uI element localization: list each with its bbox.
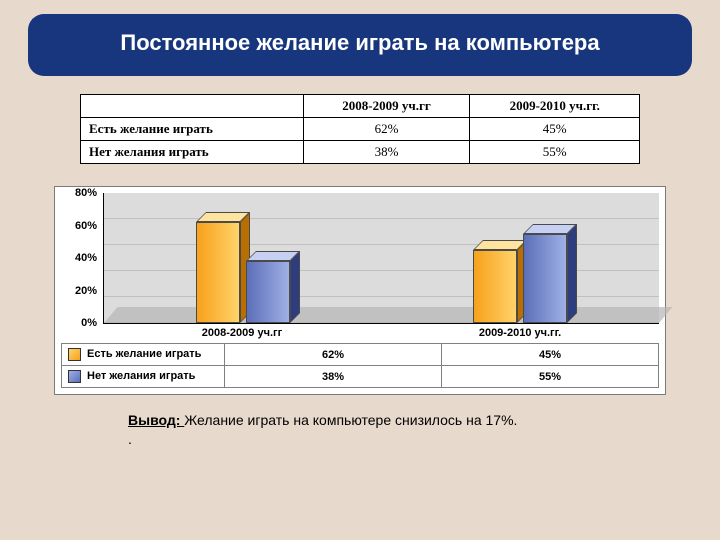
chart-plot: 0%20%40%60%80% 2008-2009 уч.гг 2009-2010…	[61, 193, 659, 339]
table-header-y2: 2009-2010 уч.гг.	[470, 95, 640, 118]
summary-table: 2008-2009 уч.гг 2009-2010 уч.гг. Есть же…	[80, 94, 640, 164]
y-axis-labels: 0%20%40%60%80%	[61, 193, 101, 323]
bar-group	[104, 193, 382, 323]
table-cell: 62%	[303, 118, 470, 141]
chart-dt-cell: 55%	[442, 366, 659, 388]
chart-data-table: Есть желание играть 62% 45% Нет желания …	[61, 343, 659, 388]
title-banner: Постоянное желание играть на компьютера	[28, 14, 692, 76]
chart-container: 0% 20% 40% 60% 80% 2008-2009 уч.гг 2009-2010…	[54, 186, 666, 395]
y-tick-label: 0%	[81, 317, 97, 329]
y-tick-label: 40%	[75, 252, 97, 264]
chart-dt-row: Есть желание играть 62% 45%	[62, 344, 659, 366]
table-rowhdr: Есть желание играть	[81, 118, 304, 141]
slide: Постоянное желание играть на компьютера …	[0, 0, 720, 540]
x-axis-label: 2009-2010 уч.гг.	[381, 324, 659, 339]
table-cell: 55%	[470, 141, 640, 164]
conclusion: Вывод: Желание играть на компьютере сниз…	[128, 411, 588, 447]
bar-groups	[104, 193, 659, 323]
bar	[523, 234, 567, 323]
bar	[246, 261, 290, 323]
table-row: Есть желание играть 62% 45%	[81, 118, 640, 141]
chart-dt-legend-cell: Нет желания играть	[62, 366, 225, 388]
table-cell: 45%	[470, 118, 640, 141]
legend-label: Есть желание играть	[87, 348, 201, 361]
table-rowhdr: Нет желания играть	[81, 141, 304, 164]
chart-dt-row: Нет желания играть 38% 55%	[62, 366, 659, 388]
chart-dt-cell: 45%	[442, 344, 659, 366]
conclusion-lead: Вывод:	[128, 412, 184, 428]
table-cell: 38%	[303, 141, 470, 164]
table-header-empty	[81, 95, 304, 118]
y-tick-label: 80%	[75, 187, 97, 199]
legend-swatch-icon	[68, 348, 81, 361]
plot-area	[103, 193, 659, 324]
conclusion-trailing: .	[128, 431, 132, 447]
conclusion-text: Желание играть на компьютере снизилось н…	[184, 412, 517, 428]
bar-group	[382, 193, 660, 323]
y-tick-label: 60%	[75, 220, 97, 232]
bar	[196, 222, 240, 323]
table-header-row: 2008-2009 уч.гг 2009-2010 уч.гг.	[81, 95, 640, 118]
legend-swatch-icon	[68, 370, 81, 383]
legend-label: Нет желания играть	[87, 370, 195, 383]
chart-dt-legend-cell: Есть желание играть	[62, 344, 225, 366]
table-header-y1: 2008-2009 уч.гг	[303, 95, 470, 118]
chart-dt-cell: 62%	[225, 344, 442, 366]
x-axis-label: 2008-2009 уч.гг	[103, 324, 381, 339]
x-axis-labels: 2008-2009 уч.гг 2009-2010 уч.гг.	[103, 324, 659, 339]
title-text: Постоянное желание играть на компьютера	[120, 30, 599, 55]
chart-dt-cell: 38%	[225, 366, 442, 388]
table-row: Нет желания играть 38% 55%	[81, 141, 640, 164]
y-tick-label: 20%	[75, 285, 97, 297]
bar	[473, 250, 517, 323]
